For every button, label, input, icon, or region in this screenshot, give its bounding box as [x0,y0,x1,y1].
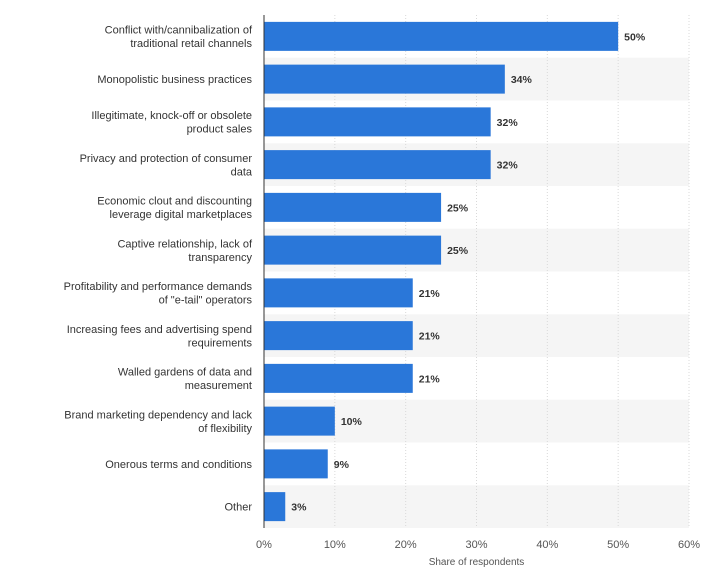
data-label: 21% [419,331,441,343]
category-label-line: Monopolistic business practices [97,74,252,86]
category-label: Conflict with/cannibalization of traditio… [105,25,253,51]
category-label-line: Illegitimate, knock-off or obsolete [91,110,252,122]
data-label: 25% [447,202,469,214]
data-label: 50% [624,31,646,43]
category-label-line: Onerous terms and conditions [105,459,252,471]
data-label: 34% [511,74,533,86]
x-tick-label: 0% [256,539,272,551]
category-label-line: Other [224,502,252,514]
category-label: Illegitimate, knock-off or obsolete produ… [91,110,252,136]
bar [264,492,286,522]
bar [264,278,413,308]
bar [264,21,619,51]
category-label-line: traditional retail channels [130,38,252,50]
data-label: 21% [419,373,441,385]
category-label: Profitability and performance demands of … [64,281,253,307]
category-label-line: Increasing fees and advertising spend [67,324,252,336]
x-tick-label: 40% [536,539,558,551]
data-label: 25% [447,245,469,257]
bar [264,150,491,180]
data-label: 10% [341,416,363,428]
row-band [264,485,689,528]
category-label-line: requirements [188,337,253,349]
x-tick-label: 50% [607,539,629,551]
category-label: Captive relationship, lack of transparenc… [117,238,252,264]
category-label-line: measurement [185,380,252,392]
data-label: 21% [419,288,441,300]
x-axis-title: Share of respondents [429,557,525,568]
data-label: 32% [497,160,519,172]
category-label: Economic clout and discounting leverage d… [97,196,252,222]
category-label-line: Privacy and protection of consumer [80,153,253,165]
x-tick-label: 20% [395,539,417,551]
bar [264,321,413,351]
data-label: 3% [291,502,307,514]
bar [264,406,335,436]
category-label-line: of flexibility [198,423,252,435]
bar [264,363,413,393]
category-label-line: Economic clout and discounting [97,196,252,208]
category-label-line: leverage digital marketplaces [110,209,253,221]
category-label-line: Brand marketing dependency and lack [64,409,252,421]
x-tick-labels: 0% 10% 20% 30% 40% 50% 60% [256,539,700,551]
category-label: Walled gardens of data and measurement [118,367,252,393]
category-label-line: Conflict with/cannibalization of [105,25,253,37]
bar [264,107,491,137]
bar [264,192,442,222]
category-label-line: product sales [187,124,253,136]
category-label-line: transparency [188,252,252,264]
category-label-line: data [231,166,253,178]
category-label: Brand marketing dependency and lack of fl… [64,409,252,435]
category-label-line: Profitability and performance demands [64,281,253,293]
category-labels: Conflict with/cannibalization of traditio… [64,25,253,514]
category-label: Increasing fees and advertising spend req… [67,324,253,350]
category-label-line: of "e-tail" operators [159,295,253,307]
x-tick-label: 30% [465,539,487,551]
bar [264,235,442,265]
x-tick-label: 60% [678,539,700,551]
category-label-line: Captive relationship, lack of [117,238,252,250]
data-label: 32% [497,117,519,129]
data-label: 9% [334,459,350,471]
category-label: Privacy and protection of consumer data [80,153,253,179]
bar [264,449,328,479]
category-label: Onerous terms and conditions [105,459,252,471]
bar [264,64,505,94]
category-label-line: Walled gardens of data and [118,367,252,379]
data-labels: 50% 34% 32% 32% 25% 25% 21% 21% 21% 10% 9% 3% [291,31,646,513]
x-tick-label: 10% [324,539,346,551]
category-label: Monopolistic business practices [97,74,252,86]
category-label: Other [224,502,252,514]
bars [264,21,619,522]
